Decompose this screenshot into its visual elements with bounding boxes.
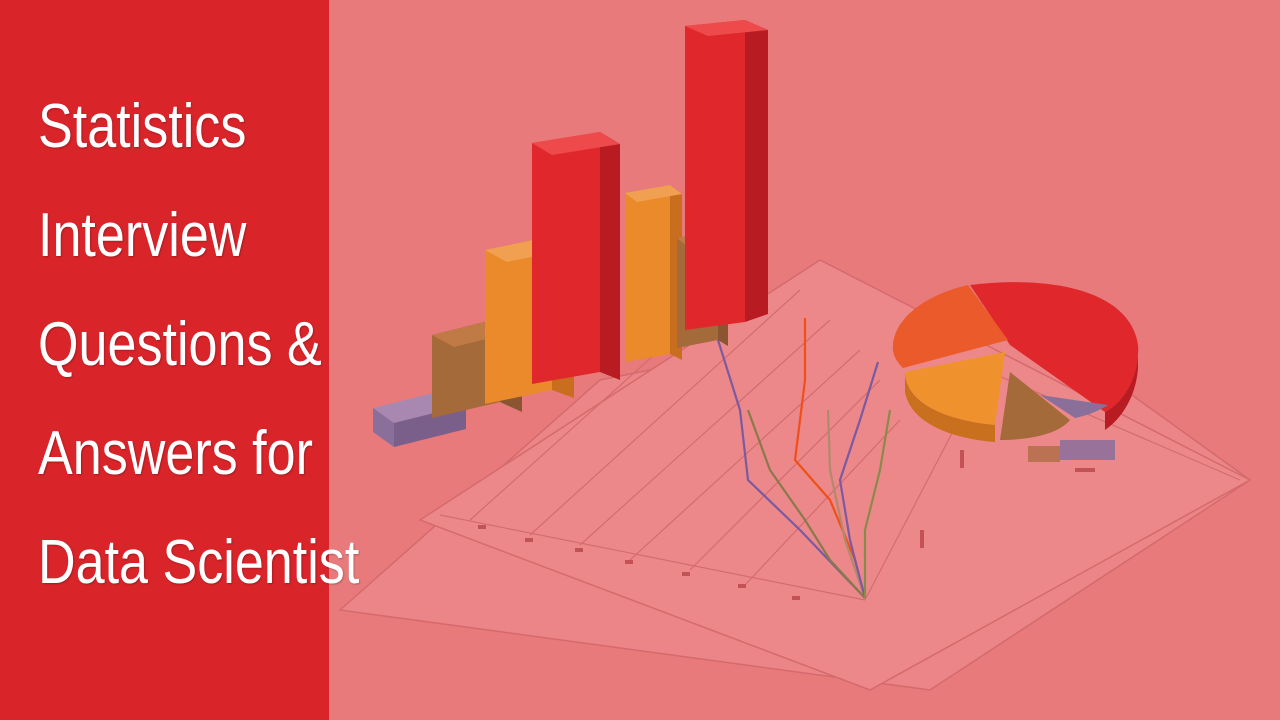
pie-slice-purple xyxy=(1040,395,1108,418)
page-title: Statistics Interview Questions & Answers… xyxy=(38,72,359,617)
pie-legend-purple xyxy=(1060,440,1115,460)
pie-slice-olive xyxy=(1000,372,1070,440)
bar-4-side xyxy=(600,132,620,380)
line-chart-grid xyxy=(439,259,1241,601)
line-series-purple-b xyxy=(838,361,880,599)
axis-ticks xyxy=(478,450,1095,600)
title-line-3: Questions & xyxy=(38,310,322,379)
bar-4-front xyxy=(532,132,600,384)
bar-1-front xyxy=(373,408,394,447)
title-line-5: Data Scientist xyxy=(38,528,360,597)
pie-slice-orange xyxy=(905,352,1005,425)
bar-7-front xyxy=(685,20,745,330)
bar-1-side xyxy=(394,405,466,447)
pie-slice-red-edge xyxy=(1105,345,1139,430)
line-series-green xyxy=(863,409,892,598)
line-series-tan xyxy=(826,409,867,599)
title-line-1: Statistics xyxy=(38,92,247,161)
chart-illustration xyxy=(338,20,1252,691)
line-series-purple-a xyxy=(716,339,866,599)
pie-slice-red xyxy=(970,282,1139,412)
line-series-olive xyxy=(746,409,866,599)
pie-chart-3d xyxy=(892,282,1139,462)
left-title-panel xyxy=(0,0,329,720)
bar-7-side xyxy=(745,20,768,322)
bar-4-top xyxy=(532,132,620,155)
pie-slice-orange-edge xyxy=(905,372,995,442)
paper-sheet-front xyxy=(418,259,1252,691)
title-line-2: Interview xyxy=(38,201,247,270)
pie-legend-olive xyxy=(1028,446,1060,462)
bar-7-top xyxy=(685,20,768,36)
title-line-4: Answers for xyxy=(38,419,313,488)
pie-slice-orange-red xyxy=(892,285,1008,368)
bar-chart-3d xyxy=(373,20,768,447)
bar-5-front xyxy=(625,185,670,362)
line-series xyxy=(716,318,892,599)
bar-5-top xyxy=(625,185,682,202)
